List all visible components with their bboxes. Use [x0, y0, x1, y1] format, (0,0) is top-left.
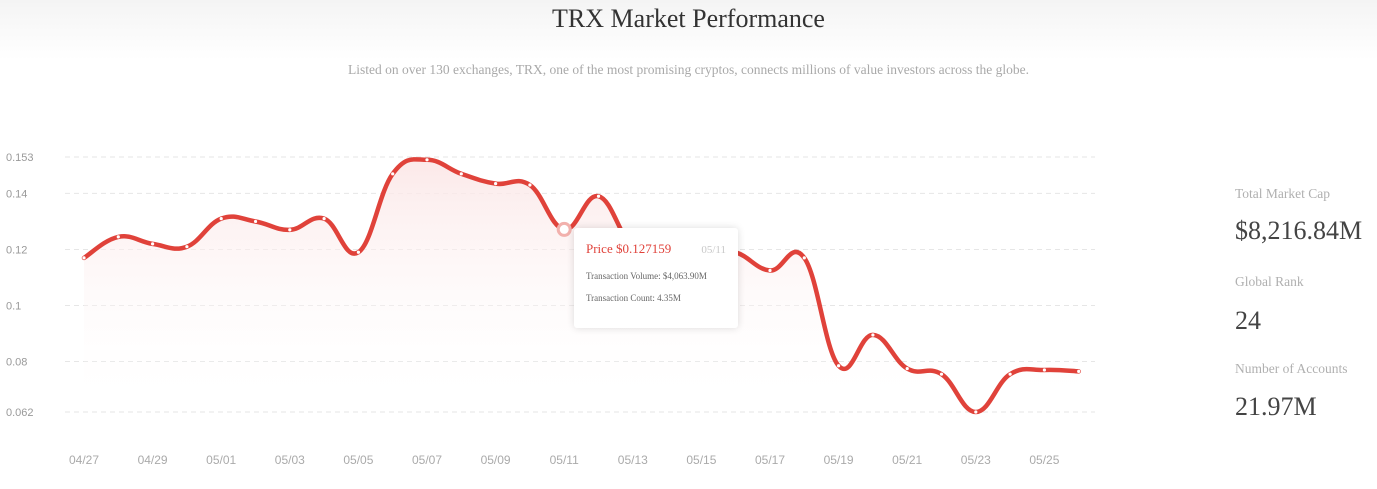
y-axis-labels: 0.062 0.08 0.1 0.12 0.14 0.153 [6, 152, 34, 419]
x-tick-label: 05/17 [755, 453, 785, 467]
x-tick-label: 05/01 [206, 453, 236, 467]
accounts-label: Number of Accounts [1235, 361, 1348, 376]
tooltip-count: Transaction Count: 4.35M [586, 293, 681, 303]
data-point[interactable] [974, 410, 978, 414]
data-point[interactable] [151, 242, 155, 246]
data-point[interactable] [459, 172, 463, 176]
data-point[interactable] [82, 256, 86, 260]
data-point[interactable] [528, 183, 532, 187]
y-tick-label: 0.08 [6, 357, 27, 369]
y-tick-label: 0.12 [6, 244, 27, 256]
market-cap-label: Total Market Cap [1235, 186, 1331, 201]
data-point[interactable] [768, 268, 772, 273]
x-tick-label: 05/07 [412, 453, 442, 467]
x-tick-label: 05/15 [686, 453, 716, 467]
data-point[interactable] [219, 217, 223, 221]
page-subtitle: Listed on over 130 exchanges, TRX, one o… [348, 62, 1029, 77]
chart-tooltip: Price $0.127159 05/11 Transaction Volume… [574, 228, 738, 328]
data-point[interactable] [596, 194, 601, 198]
header-band [0, 0, 1377, 60]
y-tick-label: 0.062 [6, 407, 34, 419]
x-tick-label: 05/03 [275, 453, 305, 467]
x-tick-label: 05/21 [892, 453, 922, 467]
x-tick-label: 05/13 [618, 453, 648, 467]
data-point[interactable] [116, 235, 120, 239]
x-tick-label: 05/11 [550, 453, 579, 467]
data-point[interactable] [356, 250, 360, 254]
x-tick-label: 05/05 [343, 453, 373, 467]
global-rank-value: 24 [1235, 306, 1261, 335]
data-point[interactable] [1077, 369, 1081, 373]
x-tick-label: 05/23 [961, 453, 991, 467]
tooltip-date: 05/11 [701, 244, 726, 256]
data-point[interactable] [185, 245, 189, 249]
data-point[interactable] [322, 217, 326, 221]
data-point[interactable] [1042, 368, 1046, 372]
data-point[interactable] [837, 364, 841, 368]
tooltip-volume: Transaction Volume: $4,063.90M [586, 271, 707, 281]
data-point[interactable] [391, 172, 395, 176]
y-tick-label: 0.1 [6, 301, 21, 313]
x-axis-labels: 04/27 04/29 05/01 05/03 05/05 05/07 05/09 05/11… [69, 453, 1060, 467]
tooltip-price: Price $0.127159 [586, 241, 672, 256]
data-point[interactable] [1008, 372, 1012, 376]
data-point[interactable] [871, 333, 875, 337]
y-tick-label: 0.14 [6, 188, 27, 200]
accounts-value: 21.97M [1235, 392, 1317, 421]
x-tick-label: 05/25 [1029, 453, 1059, 467]
global-rank-label: Global Rank [1235, 274, 1304, 289]
data-point[interactable] [802, 256, 806, 260]
x-tick-label: 05/09 [481, 453, 511, 467]
data-point[interactable] [425, 158, 429, 162]
data-point[interactable] [288, 228, 292, 232]
data-point[interactable] [939, 372, 944, 376]
highlighted-point[interactable] [556, 221, 572, 237]
data-point[interactable] [253, 219, 258, 224]
market-cap-value: $8,216.84M [1235, 216, 1363, 245]
x-tick-label: 04/27 [69, 453, 99, 467]
data-point[interactable] [494, 182, 498, 186]
page-title: TRX Market Performance [552, 4, 825, 33]
y-tick-label: 0.153 [6, 152, 34, 164]
x-tick-label: 05/19 [824, 453, 854, 467]
data-point[interactable] [905, 366, 909, 371]
x-tick-label: 04/29 [138, 453, 168, 467]
